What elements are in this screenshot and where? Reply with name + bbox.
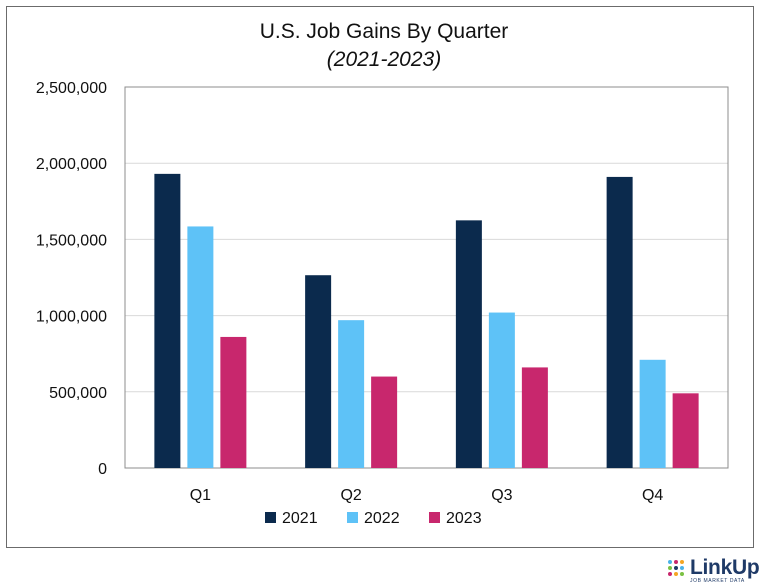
y-tick-label: 0 — [98, 461, 107, 478]
bar — [371, 376, 398, 468]
x-tick-label: Q2 — [340, 487, 361, 504]
y-tick-label: 500,000 — [49, 385, 107, 402]
y-tick-label: 1,000,000 — [36, 309, 107, 326]
bar — [338, 320, 365, 468]
legend-label: 2022 — [364, 510, 400, 527]
chart-subtitle: (2021-2023) — [326, 48, 442, 71]
legend-swatch — [429, 512, 440, 523]
linkup-logo-wordmark: LinkUp — [690, 556, 760, 579]
bar — [521, 367, 548, 468]
linkup-logo-tagline: JOB MARKET DATA — [690, 578, 745, 584]
x-tick-label: Q3 — [491, 487, 512, 504]
bar — [154, 173, 181, 469]
bar — [455, 220, 482, 468]
chart-title: U.S. Job Gains By Quarter — [259, 20, 509, 43]
bar — [672, 393, 699, 468]
linkup-logo: LinkUp JOB MARKET DATA — [667, 556, 760, 585]
plot-area — [124, 86, 729, 469]
legend-label: 2021 — [282, 510, 318, 527]
legend-label: 2023 — [446, 510, 482, 527]
x-tick-label: Q1 — [190, 487, 211, 504]
linkup-logo-mark-icon — [668, 560, 684, 576]
bar — [639, 359, 666, 468]
bar — [488, 312, 515, 468]
y-tick-label: 1,500,000 — [36, 232, 107, 249]
bar — [187, 226, 214, 468]
y-tick-label: 2,000,000 — [36, 156, 107, 173]
y-tick-label: 2,500,000 — [36, 80, 107, 97]
legend-swatch — [265, 512, 276, 523]
bar — [305, 275, 332, 468]
legend-swatch — [347, 512, 358, 523]
bar — [220, 336, 247, 468]
bar — [606, 176, 633, 468]
x-tick-label: Q4 — [642, 487, 663, 504]
